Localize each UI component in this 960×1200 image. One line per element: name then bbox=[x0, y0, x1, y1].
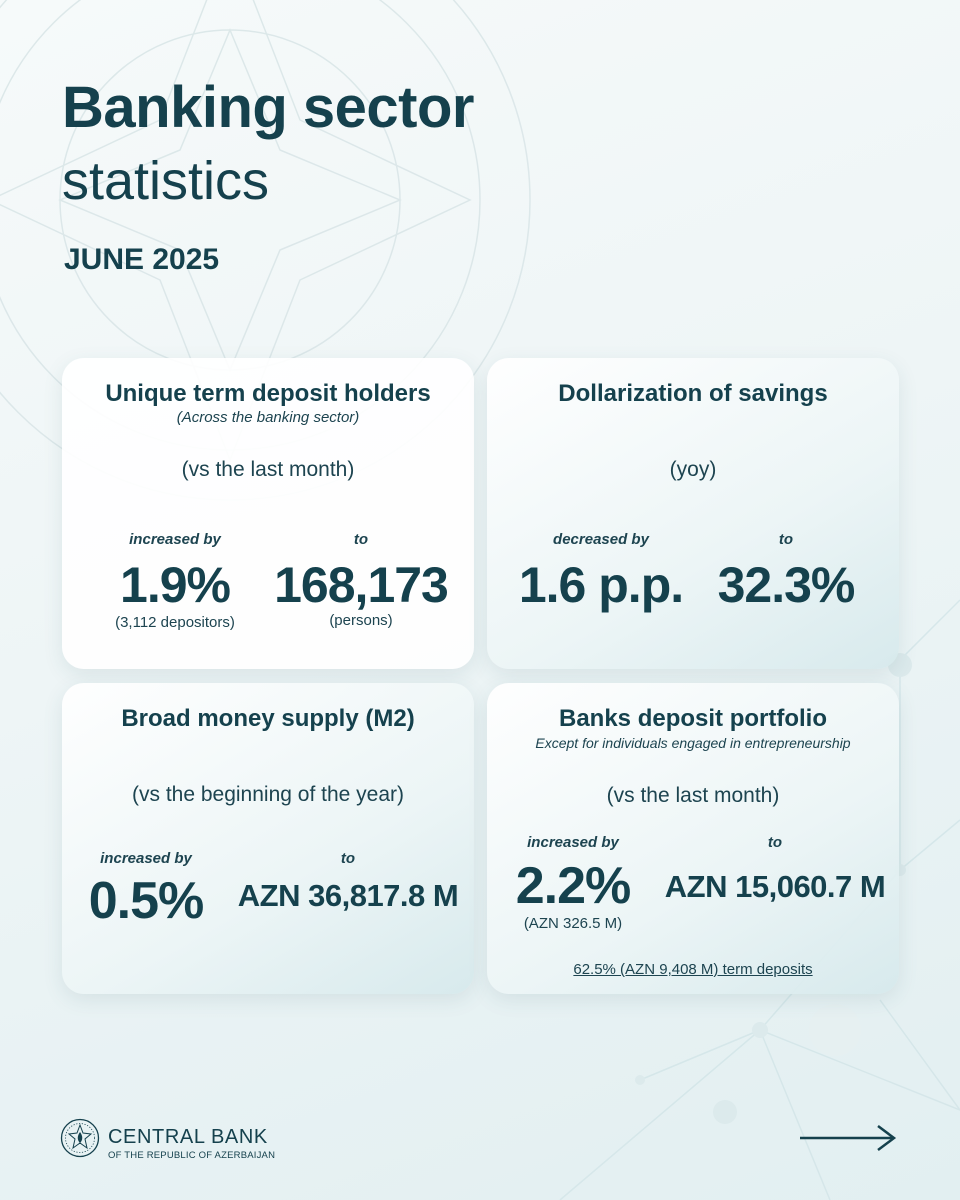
change-value: 0.5% bbox=[88, 872, 205, 930]
card-deposit-holders: Unique term deposit holders (Across the … bbox=[62, 358, 474, 669]
change-label: decreased by bbox=[553, 531, 649, 548]
change-value: 2.2% bbox=[515, 857, 632, 915]
change-value: 1.9% bbox=[120, 557, 231, 613]
card-deposit-portfolio: Banks deposit portfolio Except for indiv… bbox=[487, 683, 899, 994]
card-title: Unique term deposit holders bbox=[105, 380, 431, 407]
target-value: 168,173 bbox=[274, 557, 449, 613]
term-deposits-note: 62.5% (AZN 9,408 M) term deposits bbox=[573, 961, 813, 978]
page-title: Banking sector bbox=[62, 75, 475, 140]
change-value: 1.6 p.p. bbox=[518, 557, 684, 613]
card-dollarization: Dollarization of savings (yoy) decreased… bbox=[487, 358, 899, 669]
change-label: increased by bbox=[527, 834, 619, 851]
card-comparison: (vs the last month) bbox=[606, 784, 780, 807]
central-bank-emblem-icon bbox=[60, 1118, 100, 1158]
target-label: to bbox=[778, 531, 794, 548]
card-note: (Across the banking sector) bbox=[176, 409, 360, 426]
report-period: JUNE 2025 bbox=[64, 243, 220, 276]
target-detail: (persons) bbox=[329, 612, 393, 629]
card-money-supply: Broad money supply (M2) (vs the beginnin… bbox=[62, 683, 474, 994]
bank-subtitle: OF THE REPUBLIC OF AZERBAIJAN bbox=[108, 1150, 276, 1161]
target-value: 32.3% bbox=[717, 557, 856, 613]
card-note: Except for individuals engaged in entrep… bbox=[535, 735, 851, 751]
change-label: increased by bbox=[100, 850, 192, 867]
target-label: to bbox=[353, 531, 369, 548]
bank-name: CENTRAL BANK bbox=[108, 1126, 268, 1148]
change-label: increased by bbox=[129, 531, 221, 548]
card-comparison: (yoy) bbox=[669, 458, 717, 481]
card-title: Banks deposit portfolio bbox=[558, 705, 827, 732]
card-comparison: (vs the last month) bbox=[181, 458, 355, 481]
target-value: AZN 15,060.7 M bbox=[664, 869, 886, 904]
card-title: Broad money supply (M2) bbox=[121, 705, 415, 732]
target-label: to bbox=[340, 850, 356, 867]
card-title: Dollarization of savings bbox=[558, 380, 828, 407]
page-subtitle: statistics bbox=[62, 151, 270, 211]
card-comparison: (vs the beginning of the year) bbox=[132, 783, 404, 806]
change-detail: (3,112 depositors) bbox=[115, 614, 235, 631]
change-detail: (AZN 326.5 M) bbox=[523, 915, 623, 932]
target-value: AZN 36,817.8 M bbox=[237, 878, 459, 913]
target-label: to bbox=[767, 834, 783, 851]
arrow-right-icon[interactable] bbox=[798, 1124, 898, 1154]
